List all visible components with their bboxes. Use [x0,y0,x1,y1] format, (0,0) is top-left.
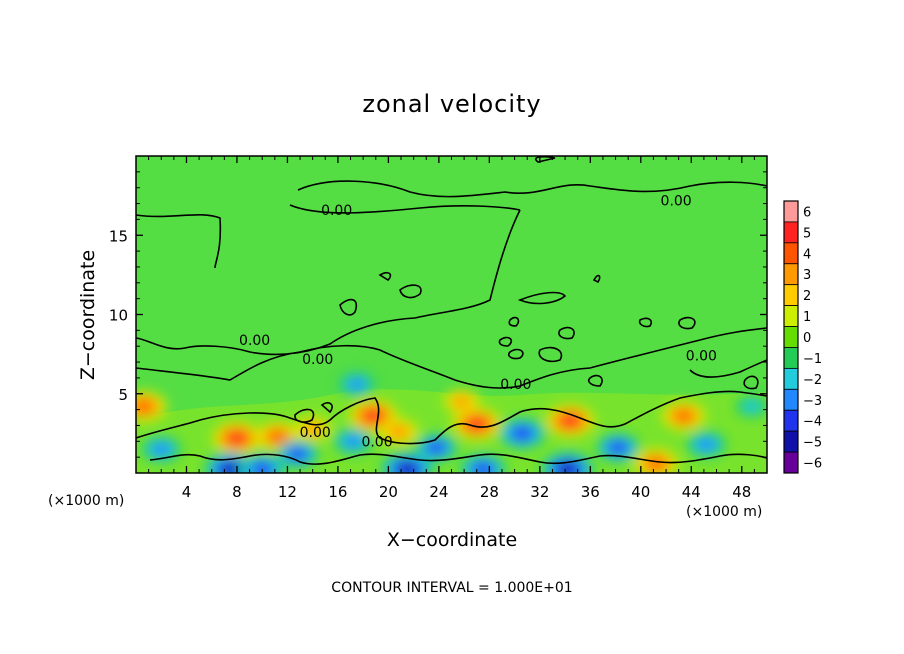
x-tick-label: 44 [682,483,701,501]
colorbar-swatch [783,305,799,327]
y-axis: 5 10 15 [109,171,767,458]
colorbar-label: −4 [803,415,822,430]
colorbar-label: −5 [803,436,822,451]
contour-interval-footer: CONTOUR INTERVAL = 1.000E+01 [331,580,572,596]
colorbar-frame [783,200,799,474]
x-tick-label: 32 [530,483,549,501]
velocity-blobs [136,372,767,473]
x-tick-label: 16 [328,483,347,501]
y-tick-label: 15 [109,227,128,245]
contour-label: 0.00 [300,425,331,441]
colorbar-label: 2 [803,289,811,304]
colorbar-swatch [783,263,799,286]
colorbar-label: 6 [803,205,811,220]
colorbar-label: 3 [803,268,811,283]
x-tick-label: 24 [429,483,448,501]
y-tick-label: 10 [109,307,128,325]
velocity-blob [558,463,577,473]
velocity-blob [228,432,246,444]
colorbar-label: 5 [803,226,811,241]
velocity-blob [348,378,366,390]
colorbar-swatch [783,326,799,348]
colorbar-swatch [783,451,799,474]
x-axis: 4 8 12 16 20 24 28 32 36 40 44 48 [148,156,755,501]
colorbar-label: −1 [803,352,822,367]
velocity-blob [398,463,417,473]
contour-label: 0.00 [661,193,692,209]
contour-label: 0.00 [321,203,352,219]
velocity-blob [742,399,762,413]
velocity-blob [561,415,579,427]
velocity-blob [304,423,321,435]
chart-title: zonal velocity [362,90,541,118]
colorbar-legend: 6 5 4 3 2 1 0 −1 −2 −3 −4 −5 −6 [783,200,822,474]
x-tick-label: 28 [480,483,499,501]
velocity-blob [289,448,306,460]
y-axis-label: Z−coordinate [77,250,99,380]
colorbar-swatch [783,284,799,307]
velocity-blob [136,400,153,413]
velocity-blob [389,425,408,438]
contour-label: 0.00 [500,377,531,393]
colorbar-swatch [783,200,799,223]
colorbar-swatch [783,367,799,390]
colorbar-swatch [783,388,799,411]
velocity-blob [647,457,665,470]
x-tick-label: 48 [732,483,751,501]
velocity-blob [675,410,693,422]
colorbar-label: −2 [803,373,822,388]
x-tick-label: 8 [232,483,242,501]
colorbar-swatch [783,221,799,244]
velocity-blob [512,427,532,440]
x-unit-right: (×1000 m) [686,504,762,520]
contour-label: 0.00 [686,349,717,365]
colorbar-swatch [783,347,799,369]
contour-label: 0.00 [302,352,333,368]
colorbar-label: 1 [803,310,811,325]
x-tick-label: 12 [278,483,297,501]
contour-labels: 0.00 0.00 0.00 0.00 0.00 0.00 0.00 0.00 [239,193,717,450]
contour-label: 0.00 [361,434,392,450]
colorbar-label: 0 [803,331,811,346]
plot-area: 0.00 0.00 0.00 0.00 0.00 0.00 0.00 0.00 [136,156,767,473]
x-axis-label: X−coordinate [387,529,517,551]
velocity-blob [428,442,445,454]
colorbar-swatch [783,430,799,453]
colorbar-label: −3 [803,394,822,409]
velocity-blob [609,442,627,454]
colorbar-label: −6 [803,457,822,472]
x-tick-label: 20 [379,483,398,501]
velocity-blob [152,443,171,456]
colorbar-swatch [783,242,799,265]
velocity-blob [343,435,363,448]
colorbar-label: 4 [803,247,811,262]
velocity-blob [697,438,716,451]
x-tick-label: 36 [581,483,600,501]
colorbar-swatch [783,409,799,432]
velocity-blob [268,430,286,443]
contour-label: 0.00 [239,333,270,349]
x-tick-label: 4 [182,483,192,501]
x-unit-left: (×1000 m) [48,493,124,509]
velocity-blob [453,396,470,408]
velocity-blob [221,463,240,473]
velocity-blob [253,463,272,473]
contour-lines [136,156,767,465]
x-tick-label: 40 [631,483,650,501]
y-tick-label: 5 [118,386,128,404]
velocity-blob [474,463,493,473]
